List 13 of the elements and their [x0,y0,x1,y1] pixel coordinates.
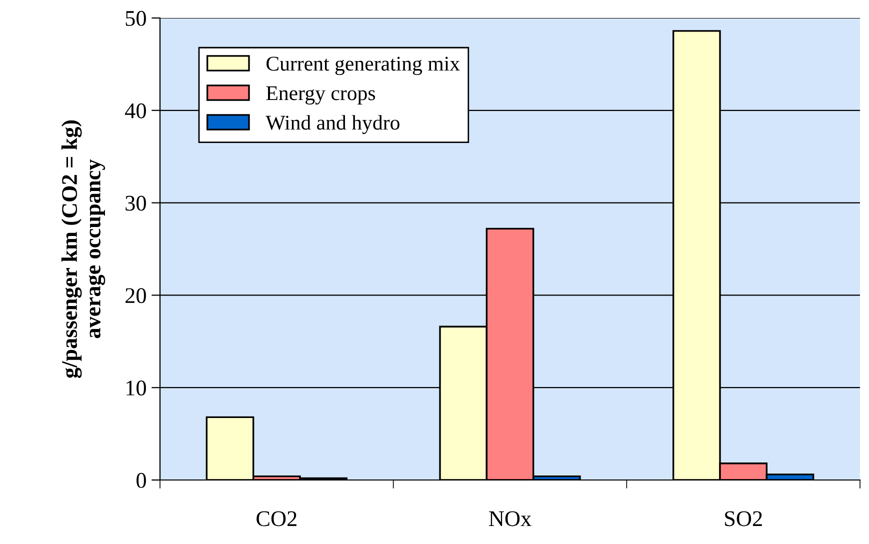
y-axis-title: g/passenger km (CO2 = kg) average occupancy [61,120,106,378]
y-tick-label: 0 [136,472,146,488]
legend-label: Wind and hydro [266,115,400,134]
x-tick-label: NOx [489,511,532,526]
x-tick-label: CO2 [256,511,296,526]
legend-label: Current generating mix [266,56,460,76]
y-tick-label: 30 [126,196,146,211]
x-tick-label: SO2 [725,511,762,526]
y-tick-label: 20 [126,288,146,304]
y-tick-label: 10 [126,380,146,396]
y-tick-label: 50 [126,10,146,26]
legend-label: Energy crops [266,86,376,105]
y-tick-label: 40 [125,103,146,118]
